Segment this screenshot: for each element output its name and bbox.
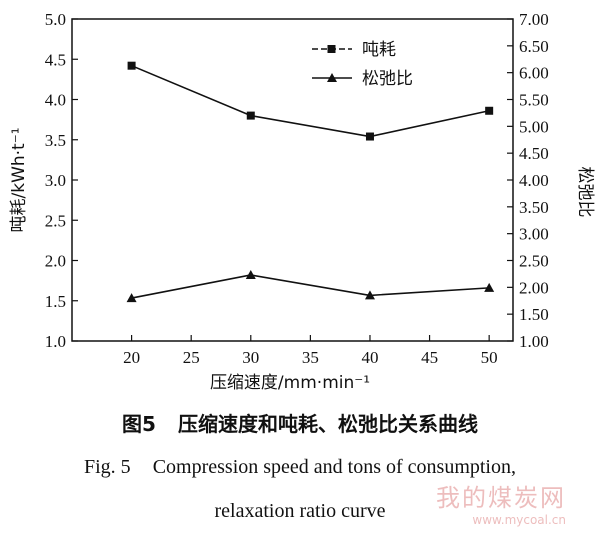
watermark-url: www.mycoal.cn — [472, 513, 566, 527]
y2-tick-label-8: 5.00 — [519, 117, 549, 136]
x-tick-label-6: 50 — [481, 348, 498, 367]
series-1-point-3 — [484, 282, 495, 292]
y2-tick-label-12: 7.00 — [519, 10, 549, 29]
series-0-point-0 — [127, 61, 136, 70]
y-axis-title-left: 吨耗/kWh·t⁻¹ — [9, 127, 29, 232]
legend-marker-square — [327, 45, 336, 53]
x-tick-label-2: 30 — [242, 348, 259, 367]
figure-label-en: Fig. 5 — [84, 456, 131, 478]
y-tick-label-2: 2.0 — [45, 252, 66, 271]
y-tick-label-3: 2.5 — [45, 211, 66, 230]
legend-marker-triangle — [327, 73, 337, 82]
plot-frame — [71, 18, 514, 342]
x-tick-label-4: 40 — [361, 348, 378, 367]
series-1-point-1 — [245, 269, 256, 279]
figure-caption-cn: 图5 压缩速度和吨耗、松弛比关系曲线 — [0, 408, 600, 437]
y2-tick-label-6: 4.00 — [519, 171, 549, 190]
y-tick-label-7: 4.5 — [45, 50, 66, 69]
y2-tick-label-5: 3.50 — [519, 198, 549, 217]
x-tick-label-5: 45 — [421, 348, 438, 367]
x-axis-title: 压缩速度/mm·min⁻¹ — [210, 373, 370, 393]
legend-label-relaxation: 松弛比 — [362, 69, 413, 89]
y2-tick-label-9: 5.50 — [519, 91, 549, 110]
y-tick-label-8: 5.0 — [45, 10, 66, 29]
y-tick-label-0: 1.0 — [45, 332, 66, 351]
y-tick-label-4: 3.0 — [45, 171, 66, 190]
x-tick-label-0: 20 — [123, 348, 140, 367]
y-tick-label-6: 4.0 — [45, 91, 66, 110]
y2-tick-label-4: 3.00 — [519, 225, 549, 244]
y2-tick-label-7: 4.50 — [519, 144, 549, 163]
figure-title-cn: 压缩速度和吨耗、松弛比关系曲线 — [177, 412, 478, 436]
y2-tick-label-2: 2.00 — [519, 278, 549, 297]
x-tick-label-3: 35 — [302, 348, 319, 367]
y2-tick-label-3: 2.50 — [519, 252, 549, 271]
series-layer — [126, 61, 495, 303]
y2-tick-label-1: 1.50 — [519, 305, 549, 324]
y2-tick-label-0: 1.00 — [519, 332, 549, 351]
y-tick-label-5: 3.5 — [45, 131, 66, 150]
y-tick-label-1: 1.5 — [45, 292, 66, 311]
y2-tick-label-10: 6.00 — [519, 64, 549, 83]
figure-label-cn: 图5 — [122, 412, 156, 436]
y2-tick-label-11: 6.50 — [519, 37, 549, 56]
y-axis-right: 1.00 1.50 2.00 2.50 3.00 3.50 4.00 4.50 5.00 5.50… — [507, 10, 549, 351]
figure-title-en-line1: Compression speed and tons of consumptio… — [152, 456, 516, 478]
series-1-point-2 — [364, 290, 375, 300]
series-line-0 — [131, 64, 490, 138]
watermark-name: 我的煤炭网 — [436, 484, 566, 512]
watermark: 我的煤炭网 www.mycoal.cn — [436, 478, 566, 527]
series-line-1 — [131, 274, 490, 299]
legend: 吨耗 松弛比 — [312, 40, 413, 89]
y-axis-left: 1.0 1.5 2.0 2.5 3.0 3.5 4.0 4.5 5.0 — [45, 10, 78, 351]
series-0-point-1 — [246, 111, 255, 120]
x-tick-label-1: 25 — [183, 348, 200, 367]
legend-label-consumption: 吨耗 — [362, 40, 396, 60]
chart: 20 25 30 35 40 45 50 1.0 1.5 2.0 2.5 3.0 3.5 4.0 4.5 5… — [9, 10, 595, 393]
figure-caption-en: Fig. 5 Compression speed and tons of cons… — [0, 456, 600, 479]
series-0-point-2 — [365, 132, 374, 141]
y-axis-title-right: 松弛比 — [575, 167, 595, 218]
figure-title-en-line2: relaxation ratio curve — [214, 500, 386, 522]
series-0-point-3 — [485, 106, 494, 115]
series-1-point-0 — [126, 293, 137, 303]
x-axis: 20 25 30 35 40 45 50 — [123, 335, 498, 367]
